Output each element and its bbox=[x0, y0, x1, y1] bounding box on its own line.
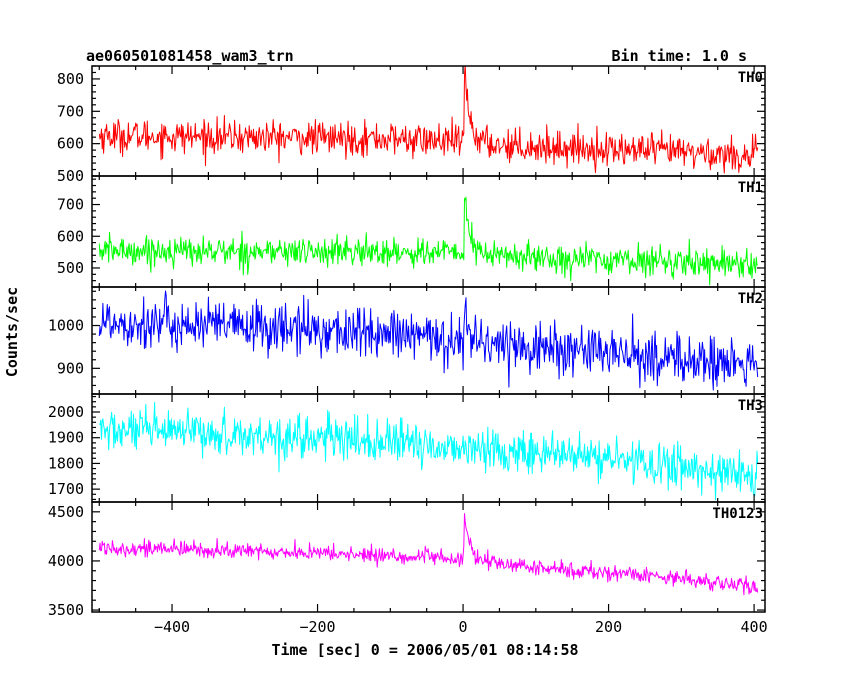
y-tick-label: 800 bbox=[57, 70, 84, 88]
panel-frame bbox=[91, 175, 766, 288]
panel-frame bbox=[91, 501, 766, 613]
chart-title: ae060501081458_wam3_trn bbox=[86, 47, 294, 65]
panel-th0: 500 600 700 800 TH0 bbox=[57, 65, 766, 185]
x-tick-label: −400 bbox=[154, 618, 190, 636]
y-tick-label: 1700 bbox=[48, 480, 84, 498]
series-line-th0 bbox=[98, 66, 759, 174]
y-axis-label: Counts/sec bbox=[3, 287, 21, 377]
x-tick-label: 400 bbox=[741, 618, 768, 636]
panel-th1: 500 600 700 TH1 bbox=[57, 175, 766, 288]
y-tick-label: 700 bbox=[57, 102, 84, 120]
y-tick-label: 4000 bbox=[48, 552, 84, 570]
band-label-th0: TH0 bbox=[738, 70, 763, 86]
series-line-th1 bbox=[98, 196, 758, 286]
panel-frame bbox=[91, 65, 766, 177]
panel-th0123: 3500 4000 4500 TH0123 bbox=[48, 501, 766, 619]
y-tick-label: 600 bbox=[57, 135, 84, 153]
y-tick-label: 4500 bbox=[48, 503, 84, 521]
series-line-th0123 bbox=[98, 513, 759, 596]
y-tick-label: 1000 bbox=[48, 317, 84, 335]
band-label-th0123: TH0123 bbox=[712, 506, 763, 522]
y-tick-label: 2000 bbox=[48, 403, 84, 421]
x-tick-label: 200 bbox=[595, 618, 622, 636]
panel-frame bbox=[91, 286, 766, 395]
band-label-th1: TH1 bbox=[738, 180, 763, 196]
panel-th2: 900 1000 TH2 bbox=[48, 286, 766, 395]
panels-group: 500 600 700 800 TH0 500 600 700 TH1 900 1000 TH2 170… bbox=[48, 65, 766, 619]
series-line-th2 bbox=[98, 290, 759, 391]
y-tick-label: 700 bbox=[57, 196, 84, 214]
y-tick-label: 900 bbox=[57, 359, 84, 377]
x-tick-label: −200 bbox=[299, 618, 335, 636]
series-line-th3 bbox=[99, 401, 759, 501]
x-axis-label: Time [sec] 0 = 2006/05/01 08:14:58 bbox=[271, 641, 578, 659]
band-label-th3: TH3 bbox=[738, 398, 763, 414]
y-tick-label: 1900 bbox=[48, 429, 84, 447]
y-tick-label: 500 bbox=[57, 167, 84, 185]
x-tick-label: 0 bbox=[459, 618, 468, 636]
band-label-th2: TH2 bbox=[738, 291, 763, 307]
y-tick-label: 500 bbox=[57, 259, 84, 277]
y-tick-label: 600 bbox=[57, 227, 84, 245]
bin-time-label: Bin time: 1.0 s bbox=[612, 47, 747, 65]
x-axis: −400 −200 0 200 400 bbox=[154, 618, 768, 636]
panel-th3: 1700 1800 1900 2000 TH3 bbox=[48, 393, 766, 503]
y-tick-label: 3500 bbox=[48, 601, 84, 619]
y-tick-label: 1800 bbox=[48, 454, 84, 472]
